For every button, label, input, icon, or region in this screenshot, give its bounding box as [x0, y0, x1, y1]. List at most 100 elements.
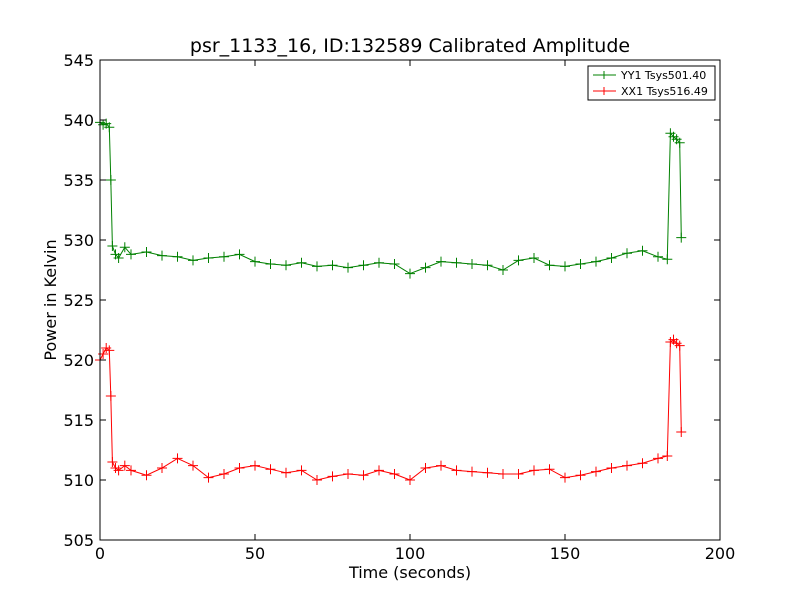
- data-point: [188, 460, 198, 471]
- data-point: [482, 260, 493, 271]
- x-tick-label: 0: [95, 544, 105, 563]
- data-point: [374, 465, 384, 476]
- data-point: [141, 247, 152, 257]
- data-point: [113, 253, 124, 263]
- x-tick-label: 200: [705, 544, 736, 563]
- data-point: [513, 255, 524, 266]
- data-point: [575, 259, 586, 269]
- data-point: [104, 345, 115, 356]
- legend-entry-label: YY1 Tsys501.40: [620, 69, 706, 82]
- data-point: [389, 259, 400, 269]
- data-point: [653, 453, 663, 464]
- y-tick-label: 525: [63, 291, 94, 310]
- y-tick-label: 510: [63, 471, 94, 490]
- y-tick-label: 520: [63, 351, 94, 370]
- data-point: [327, 471, 338, 482]
- data-point: [529, 253, 539, 263]
- data-point: [622, 460, 632, 471]
- data-point: [498, 265, 508, 275]
- data-point: [219, 469, 229, 479]
- data-point: [126, 249, 136, 260]
- data-point: [141, 470, 152, 481]
- data-point: [405, 475, 415, 485]
- legend-entry-label: XX1 Tsys516.49: [621, 85, 708, 98]
- data-point: [296, 465, 307, 476]
- data-point: [451, 257, 462, 268]
- data-point: [203, 472, 214, 483]
- series-1: [95, 334, 687, 485]
- y-tick-label: 535: [63, 171, 94, 190]
- data-point: [591, 466, 601, 477]
- data-point: [544, 464, 555, 475]
- chart-title: psr_1133_16, ID:132589 Calibrated Amplit…: [190, 35, 630, 57]
- data-point: [358, 470, 369, 481]
- data-point: [674, 340, 685, 351]
- data-point: [172, 251, 183, 262]
- data-point: [119, 242, 130, 253]
- data-point: [126, 465, 136, 476]
- data-point: [662, 451, 673, 461]
- data-point: [113, 465, 124, 476]
- legend-box: [587, 65, 716, 101]
- data-point: [467, 466, 477, 477]
- x-tick-label: 150: [550, 544, 581, 563]
- legend-marker: [600, 71, 608, 79]
- x-axis-label: Time (seconds): [348, 563, 471, 582]
- data-point: [157, 463, 167, 473]
- data-point: [606, 463, 617, 473]
- data-point: [343, 469, 353, 479]
- data-point: [591, 256, 601, 267]
- data-point: [234, 463, 245, 473]
- data-point: [482, 467, 493, 478]
- data-point: [327, 260, 338, 271]
- data-point: [575, 470, 586, 481]
- data-point: [281, 467, 291, 478]
- data-point: [436, 256, 446, 267]
- data-point: [265, 464, 276, 475]
- data-point: [420, 463, 431, 473]
- data-point: [312, 261, 322, 272]
- data-point: [544, 260, 555, 271]
- data-point: [637, 245, 648, 256]
- data-point: [203, 253, 214, 263]
- data-point: [250, 256, 260, 267]
- data-point: [265, 259, 276, 269]
- data-point: [104, 122, 115, 133]
- data-point: [188, 255, 198, 266]
- y-tick-label: 545: [63, 51, 94, 70]
- data-point: [420, 262, 431, 273]
- legend: YY1 Tsys501.40 XX1 Tsys516.49: [587, 65, 716, 101]
- data-point: [405, 268, 415, 279]
- legend-marker: [600, 87, 608, 95]
- plot-frame: [99, 59, 721, 541]
- data-point: [374, 257, 384, 268]
- data-point: [157, 250, 167, 261]
- data-point: [389, 469, 400, 479]
- data-point: [674, 137, 685, 148]
- data-point: [105, 391, 116, 401]
- data-point: [107, 457, 118, 467]
- data-point: [436, 460, 446, 471]
- data-point: [281, 260, 291, 271]
- data-point: [498, 469, 508, 479]
- data-point: [513, 469, 524, 479]
- data-point: [560, 472, 570, 483]
- y-tick-label: 540: [63, 111, 94, 130]
- data-point: [250, 460, 260, 471]
- data-point: [172, 453, 183, 464]
- data-point: [358, 260, 369, 271]
- data-point: [676, 232, 687, 243]
- data-point: [296, 257, 307, 268]
- data-point: [219, 251, 229, 262]
- data-point: [467, 259, 477, 269]
- data-point: [234, 249, 245, 260]
- x-tick-label: 100: [395, 544, 426, 563]
- y-tick-label: 515: [63, 411, 94, 430]
- y-axis-label: Power in Kelvin: [41, 239, 60, 360]
- axes-layer: 0 50 100 150 200 505 510 515 520 525 530 535 540 545: [63, 51, 735, 563]
- plot-area: [100, 60, 720, 540]
- series-line: [99, 122, 682, 275]
- data-point: [529, 465, 539, 476]
- series-layer: [95, 117, 687, 485]
